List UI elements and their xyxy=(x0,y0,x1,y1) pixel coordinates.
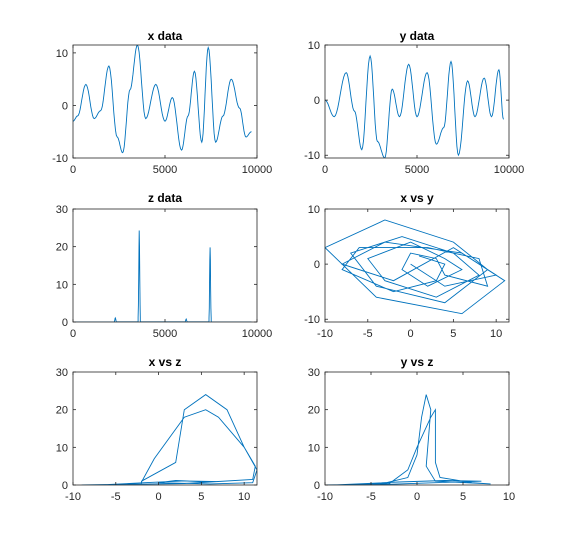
subplot-title: x vs z xyxy=(149,355,182,369)
subplot-z-data: z data 0 5000 10000 0 10 20 30 xyxy=(56,191,273,340)
y-tick-label: 0 xyxy=(62,317,68,329)
x-tick-label: -10 xyxy=(65,491,81,503)
y-tick-label: 10 xyxy=(56,279,68,291)
series-line xyxy=(325,394,491,485)
x-tick-label: -10 xyxy=(317,491,333,503)
x-tick-label: 0 xyxy=(156,491,162,503)
x-tick-label: 0 xyxy=(408,328,414,340)
y-tick-label: 0 xyxy=(62,480,68,492)
x-tick-label: -5 xyxy=(111,491,121,503)
y-tick-label: -10 xyxy=(304,314,320,326)
x-tick-label: 5000 xyxy=(153,164,177,176)
x-tick-label: 10 xyxy=(490,328,502,340)
subplot-title: x data xyxy=(148,29,183,43)
y-tick-label: 0 xyxy=(314,259,320,271)
x-tick-label: 10000 xyxy=(242,328,273,340)
y-tick-label: 30 xyxy=(56,367,68,379)
x-tick-label: 10000 xyxy=(242,164,273,176)
subplot-title: z data xyxy=(148,191,182,205)
y-tick-label: -10 xyxy=(304,150,320,162)
series-line xyxy=(73,45,252,154)
y-tick-label: 20 xyxy=(56,405,68,417)
y-tick-label: 10 xyxy=(56,442,68,454)
y-tick-label: 30 xyxy=(56,204,68,216)
x-tick-label: 5000 xyxy=(153,328,177,340)
y-tick-label: -10 xyxy=(52,153,68,165)
x-tick-label: 0 xyxy=(322,164,328,176)
x-tick-label: 10 xyxy=(503,491,515,503)
x-tick-label: 5 xyxy=(450,328,456,340)
subplot-x-vs-y: x vs y -10 -5 0 5 10 -10 0 10 xyxy=(304,191,510,340)
y-tick-label: 0 xyxy=(314,480,320,492)
y-tick-label: 30 xyxy=(308,367,320,379)
x-tick-label: 10 xyxy=(238,491,250,503)
axes-box xyxy=(72,371,258,486)
subplot-x-vs-z: x vs z -10 -5 0 5 10 0 10 20 30 xyxy=(56,355,258,503)
y-tick-label: 0 xyxy=(314,95,320,107)
x-tick-label: 0 xyxy=(70,328,76,340)
x-tick-label: -5 xyxy=(366,491,376,503)
subplot-title: y vs z xyxy=(401,355,434,369)
x-tick-label: 5000 xyxy=(405,164,429,176)
x-tick-label: -5 xyxy=(363,328,373,340)
y-tick-label: 10 xyxy=(56,48,68,60)
y-tick-label: 10 xyxy=(308,204,320,216)
series-line xyxy=(325,219,506,315)
x-tick-label: 0 xyxy=(414,491,420,503)
x-tick-label: 10000 xyxy=(494,164,525,176)
subplot-title: x vs y xyxy=(400,191,434,205)
x-tick-label: -10 xyxy=(317,328,333,340)
x-tick-label: 5 xyxy=(460,491,466,503)
x-tick-label: 5 xyxy=(198,491,204,503)
x-tick-label: 0 xyxy=(70,164,76,176)
y-tick-label: 0 xyxy=(62,100,68,112)
subplot-y-vs-z: y vs z -10 -5 0 5 10 0 10 20 30 xyxy=(308,355,515,503)
series-line xyxy=(325,54,504,158)
y-tick-label: 10 xyxy=(308,40,320,52)
y-tick-label: 20 xyxy=(308,405,320,417)
y-tick-label: 20 xyxy=(56,242,68,254)
subplot-title: y data xyxy=(400,29,435,43)
y-tick-label: 10 xyxy=(308,442,320,454)
axes-box xyxy=(324,208,510,323)
